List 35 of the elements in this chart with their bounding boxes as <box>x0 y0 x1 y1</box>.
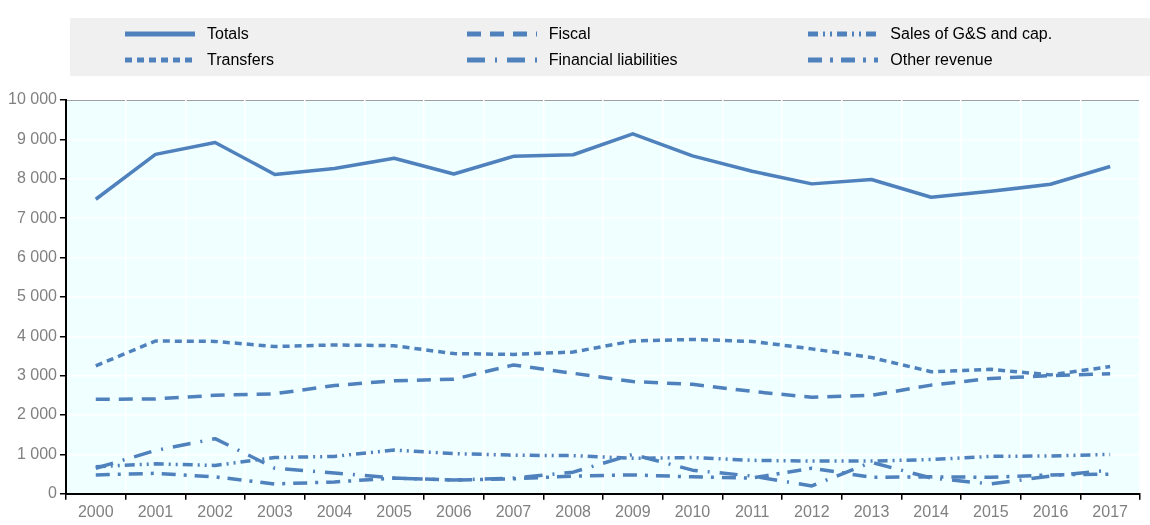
x-tick-label: 2014 <box>913 502 950 520</box>
y-tick-label: 9 000 <box>16 129 58 147</box>
x-tick-label: 2000 <box>77 502 114 520</box>
x-tick-label: 2001 <box>137 502 174 520</box>
legend-label: Transfers <box>207 51 274 69</box>
y-tick-label: 4 000 <box>16 326 58 344</box>
x-tick-label: 2017 <box>1092 502 1129 520</box>
x-tick-label: 2002 <box>197 502 234 520</box>
x-tick-label: 2013 <box>853 502 890 520</box>
x-tick-label: 2009 <box>615 502 651 520</box>
y-tick-label: 6 000 <box>16 247 58 265</box>
y-tick-label: 10 000 <box>8 90 58 108</box>
y-tick-label: 3 000 <box>16 366 58 384</box>
legend-label: Sales of G&S and cap. <box>890 25 1053 43</box>
x-tick-label: 2016 <box>1032 502 1069 520</box>
x-tick-label: 2008 <box>555 502 592 520</box>
x-tick-label: 2015 <box>973 502 1009 520</box>
legend-label: Other revenue <box>890 51 993 69</box>
y-tick-label: 2 000 <box>16 405 58 423</box>
x-tick-label: 2012 <box>794 502 830 520</box>
legend-label: Financial liabilities <box>548 51 678 69</box>
x-tick-label: 2010 <box>674 502 711 520</box>
x-tick-label: 2011 <box>734 502 770 520</box>
y-tick-label: 1 000 <box>16 444 58 462</box>
y-tick-label: 7 000 <box>16 208 58 226</box>
x-tick-label: 2003 <box>256 502 293 520</box>
legend-label: Fiscal <box>548 25 591 43</box>
x-tick-label: 2006 <box>436 502 472 520</box>
x-tick-label: 2004 <box>316 502 353 520</box>
y-tick-label: 8 000 <box>16 169 58 187</box>
y-tick-label: 5 000 <box>16 287 58 305</box>
y-tick-label: 0 <box>48 484 58 502</box>
legend-label: Totals <box>207 25 249 43</box>
x-tick-label: 2007 <box>495 502 532 520</box>
x-tick-label: 2005 <box>376 502 413 520</box>
